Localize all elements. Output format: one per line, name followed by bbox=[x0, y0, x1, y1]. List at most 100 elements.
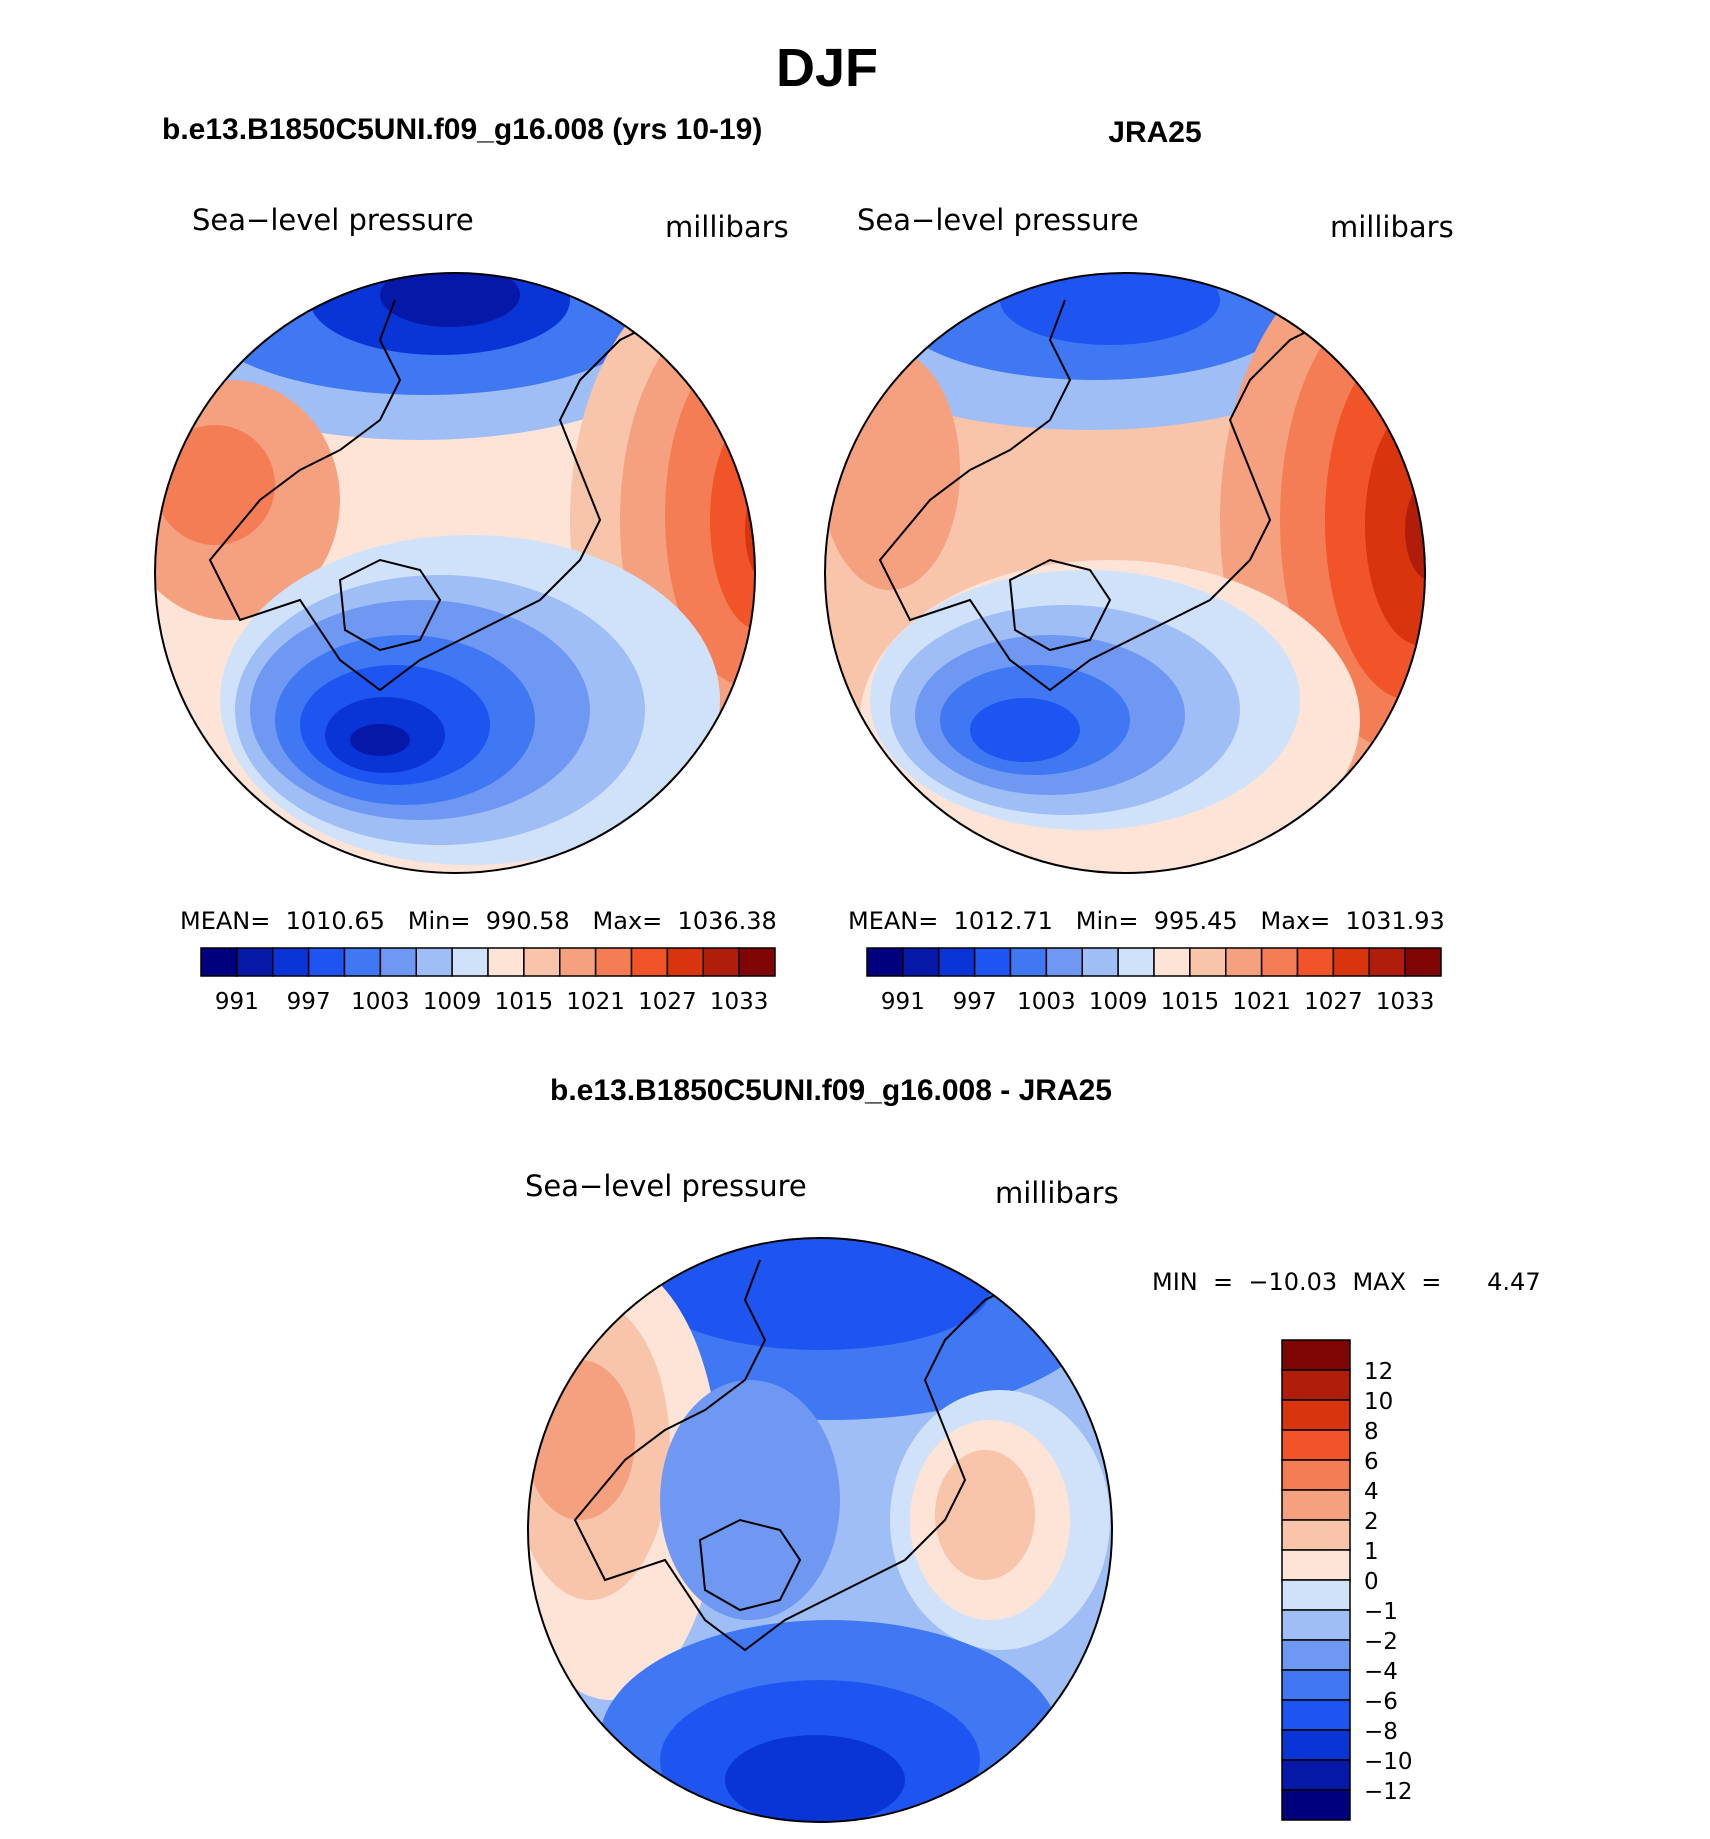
colorbar-swatch bbox=[200, 947, 238, 977]
panel-diff: b.e13.B1850C5UNI.f09_g16.008 - JRA25 Sea… bbox=[525, 1074, 1541, 1823]
panel-obs-variable-label: Sea−level pressure bbox=[857, 203, 1139, 237]
colorbar-tick-label: 1003 bbox=[1017, 989, 1076, 1015]
map-boundary bbox=[824, 272, 1426, 874]
colorbar-tick-label: 1033 bbox=[1376, 989, 1435, 1015]
colorbar-tick-label: 12 bbox=[1364, 1359, 1393, 1385]
colorbar-tick-label: 1015 bbox=[495, 989, 554, 1015]
colorbar-swatch bbox=[1281, 1669, 1351, 1701]
panel-model-stats: MEAN= 1010.65 Min= 990.58 Max= 1036.38 bbox=[180, 907, 777, 935]
pressure-region bbox=[350, 724, 410, 756]
colorbar-swatch bbox=[1281, 1609, 1351, 1641]
panel-diff-units-label: millibars bbox=[995, 1176, 1119, 1210]
colorbar-swatch bbox=[1281, 1729, 1351, 1761]
colorbar-tick-label: −10 bbox=[1364, 1749, 1413, 1775]
pressure-region bbox=[380, 273, 520, 327]
colorbar-swatch bbox=[415, 947, 453, 977]
colorbar-swatch bbox=[866, 947, 904, 977]
colorbar-tick-label: 1003 bbox=[351, 989, 410, 1015]
coastline bbox=[208, 299, 661, 692]
panel-model: b.e13.B1850C5UNI.f09_g16.008 (yrs 10-19)… bbox=[154, 113, 789, 1015]
colorbar-swatch bbox=[1281, 1639, 1351, 1671]
colorbar-swatch bbox=[1281, 1789, 1351, 1821]
pressure-region bbox=[650, 1238, 990, 1350]
coastline bbox=[573, 1259, 1026, 1652]
pressure-region bbox=[660, 1380, 840, 1620]
panel-model-case-title: b.e13.B1850C5UNI.f09_g16.008 (yrs 10-19) bbox=[162, 113, 762, 146]
colorbar-swatch bbox=[1281, 1399, 1351, 1431]
colorbar-tick-label: 997 bbox=[953, 989, 997, 1015]
colorbar-swatch bbox=[666, 947, 704, 977]
pressure-region bbox=[155, 425, 275, 545]
panel-obs-units-label: millibars bbox=[1330, 210, 1454, 244]
colorbar-tick-label: 2 bbox=[1364, 1509, 1379, 1535]
colorbar-swatch bbox=[702, 947, 740, 977]
map-boundary bbox=[154, 272, 756, 874]
colorbar-swatch bbox=[1368, 947, 1406, 977]
colorbar-tick-label: 4 bbox=[1364, 1479, 1379, 1505]
colorbar-tick-label: 1 bbox=[1364, 1539, 1379, 1565]
colorbar-swatch bbox=[1281, 1759, 1351, 1791]
panel-diff-stats: MIN = −10.03 MAX = 4.47 bbox=[1152, 1268, 1541, 1296]
colorbar-swatch bbox=[379, 947, 417, 977]
colorbar-swatch bbox=[1332, 947, 1370, 977]
colorbar-tick-label: 6 bbox=[1364, 1449, 1379, 1475]
colorbar-swatch bbox=[523, 947, 561, 977]
panel-diff-variable-label: Sea−level pressure bbox=[525, 1169, 807, 1203]
colorbar-swatch bbox=[559, 947, 597, 977]
map-boundary bbox=[527, 1237, 1113, 1823]
colorbar-tick-label: −4 bbox=[1364, 1659, 1398, 1685]
colorbar-swatch bbox=[1281, 1579, 1351, 1611]
colorbar-swatch bbox=[1260, 947, 1299, 977]
colorbar-swatch bbox=[1009, 947, 1048, 977]
colorbar-swatch bbox=[1281, 1489, 1351, 1521]
panel-obs-colorbar: 991 997 1003 1009 1015 1021 1027 1033 bbox=[866, 947, 1442, 1015]
colorbar-swatch bbox=[630, 947, 669, 977]
pressure-region bbox=[725, 1735, 905, 1822]
pressure-region bbox=[970, 698, 1080, 762]
panel-obs-case-title: JRA25 bbox=[1108, 116, 1201, 149]
colorbar-swatch bbox=[1281, 1459, 1351, 1491]
colorbar-tick-label: 1015 bbox=[1161, 989, 1220, 1015]
pressure-region bbox=[1000, 273, 1220, 345]
colorbar-swatch bbox=[1153, 947, 1191, 977]
colorbar-swatch bbox=[973, 947, 1012, 977]
colorbar-tick-label: 8 bbox=[1364, 1419, 1379, 1445]
colorbar-swatch bbox=[1281, 1699, 1351, 1731]
colorbar-swatch bbox=[1281, 1519, 1351, 1551]
colorbar-tick-label: −2 bbox=[1364, 1629, 1398, 1655]
colorbar-tick-label: 991 bbox=[881, 989, 925, 1015]
panel-obs: JRA25 Sea−level pressure millibars bbox=[824, 116, 1454, 1015]
panel-obs-stats: MEAN= 1012.71 Min= 995.45 Max= 1031.93 bbox=[848, 907, 1445, 935]
pressure-region bbox=[935, 1450, 1035, 1580]
colorbar-swatch bbox=[738, 947, 776, 977]
colorbar-tick-label: 1021 bbox=[566, 989, 625, 1015]
colorbar-tick-label: 0 bbox=[1364, 1569, 1379, 1595]
colorbar-swatch bbox=[1045, 947, 1083, 977]
colorbar-swatch bbox=[1189, 947, 1227, 977]
colorbar-swatch bbox=[1281, 1429, 1351, 1461]
colorbar-swatch bbox=[236, 947, 274, 977]
colorbar-swatch bbox=[938, 947, 976, 977]
panel-obs-map bbox=[824, 272, 1426, 874]
colorbar-tick-label: −8 bbox=[1364, 1719, 1398, 1745]
colorbar-swatch bbox=[1081, 947, 1119, 977]
colorbar-swatch bbox=[902, 947, 940, 977]
colorbar-tick-label: 1033 bbox=[710, 989, 769, 1015]
panel-model-variable-label: Sea−level pressure bbox=[192, 203, 474, 237]
panel-model-colorbar: 991 997 1003 1009 1015 1021 1027 1033 bbox=[200, 947, 776, 1015]
colorbar-tick-label: 1027 bbox=[1304, 989, 1363, 1015]
colorbar-swatch bbox=[1296, 947, 1335, 977]
colorbar-tick-label: 10 bbox=[1364, 1389, 1393, 1415]
colorbar-tick-label: 1021 bbox=[1232, 989, 1291, 1015]
colorbar-tick-label: 997 bbox=[287, 989, 331, 1015]
colorbar-swatch bbox=[307, 947, 346, 977]
colorbar-tick-label: 1027 bbox=[638, 989, 697, 1015]
coastline bbox=[1008, 558, 1112, 652]
colorbar-swatch bbox=[451, 947, 489, 977]
colorbar-tick-label: −12 bbox=[1364, 1779, 1413, 1805]
pressure-region bbox=[1405, 480, 1425, 580]
colorbar-tick-label: 1009 bbox=[1089, 989, 1148, 1015]
colorbar-swatch bbox=[1281, 1339, 1351, 1371]
colorbar-tick-label: 1009 bbox=[423, 989, 482, 1015]
